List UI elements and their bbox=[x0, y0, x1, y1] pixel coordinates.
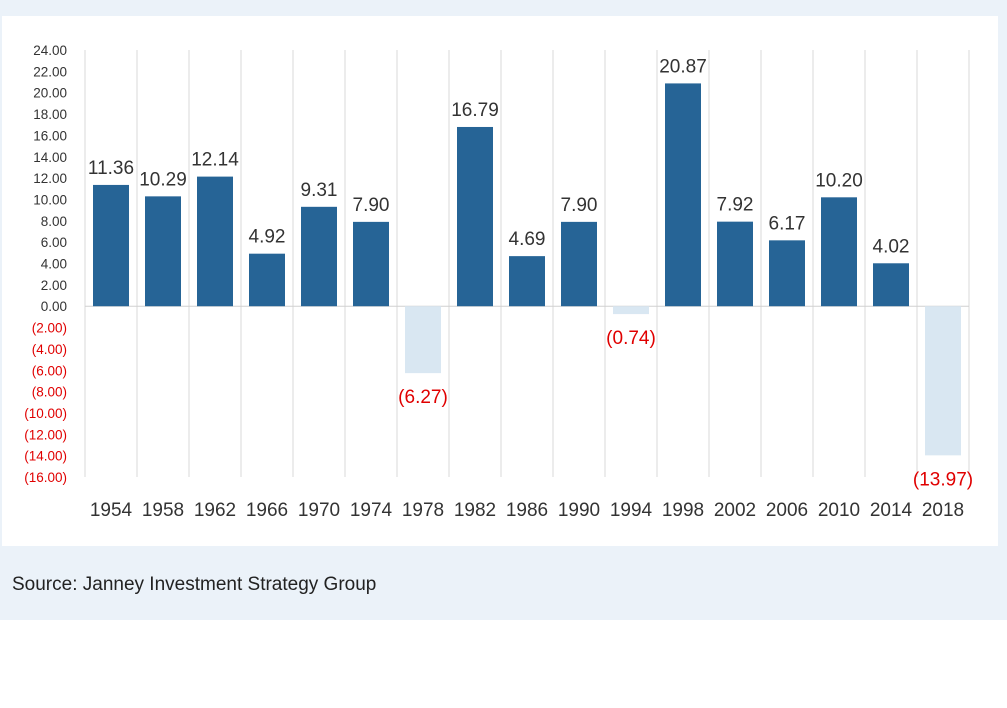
y-tick-label: 10.00 bbox=[33, 192, 67, 207]
x-tick-label: 2006 bbox=[766, 500, 808, 521]
y-tick-label: 24.00 bbox=[33, 43, 67, 58]
x-tick-label: 2014 bbox=[870, 500, 913, 521]
bar-chart: 24.00 22.00 20.00 18.00 16.00 14.00 12.00 10.00… bbox=[24, 43, 973, 521]
data-label: 10.29 bbox=[139, 169, 187, 190]
y-tick-label: 8.00 bbox=[41, 214, 67, 229]
y-tick-label: (10.00) bbox=[24, 406, 67, 421]
source-note: Source: Janney Investment Strategy Group bbox=[12, 574, 377, 595]
bar-1962 bbox=[197, 176, 233, 307]
x-tick-label: 1958 bbox=[142, 500, 184, 521]
bars bbox=[93, 83, 961, 456]
data-label: 4.92 bbox=[249, 227, 286, 248]
y-tick-label: 4.00 bbox=[41, 257, 67, 272]
data-label: 12.14 bbox=[191, 150, 239, 171]
bar-1954 bbox=[93, 184, 129, 307]
y-tick-label: 20.00 bbox=[33, 86, 67, 101]
x-tick-label: 1970 bbox=[298, 500, 340, 521]
data-label: 6.17 bbox=[769, 213, 806, 234]
bar-1998 bbox=[665, 83, 701, 307]
bar-1958 bbox=[145, 196, 181, 307]
bar-1978 bbox=[405, 306, 441, 374]
data-label: 16.79 bbox=[451, 100, 499, 121]
bar-1994 bbox=[613, 306, 649, 315]
y-tick-label: 14.00 bbox=[33, 150, 67, 165]
y-tick-label: 0.00 bbox=[41, 299, 67, 314]
data-label: 4.69 bbox=[509, 229, 546, 250]
data-label: 7.90 bbox=[561, 195, 598, 216]
y-tick-label: 12.00 bbox=[33, 171, 67, 186]
bar-1966 bbox=[249, 253, 285, 307]
x-tick-label: 1978 bbox=[402, 500, 444, 521]
x-tick-label: 2018 bbox=[922, 500, 964, 521]
x-tick-label: 2010 bbox=[818, 500, 860, 521]
data-label: 20.87 bbox=[659, 56, 707, 77]
y-tick-label: (8.00) bbox=[32, 385, 67, 400]
x-tick-label: 2002 bbox=[714, 500, 756, 521]
data-label: (6.27) bbox=[398, 387, 448, 408]
x-tick-label: 1990 bbox=[558, 500, 600, 521]
data-label: (13.97) bbox=[913, 469, 973, 490]
bar-2010 bbox=[821, 197, 857, 307]
bar-2006 bbox=[769, 240, 805, 307]
y-tick-label: 18.00 bbox=[33, 107, 67, 122]
y-tick-label: 2.00 bbox=[41, 278, 67, 293]
y-tick-label: (2.00) bbox=[32, 321, 67, 336]
bar-1974 bbox=[353, 221, 389, 307]
y-tick-label: (16.00) bbox=[24, 470, 67, 485]
x-tick-label: 1986 bbox=[506, 500, 548, 521]
y-tick-label: 6.00 bbox=[41, 235, 67, 250]
x-tick-label: 1954 bbox=[90, 500, 133, 521]
y-tick-label: 22.00 bbox=[33, 64, 67, 79]
bar-1986 bbox=[509, 256, 545, 307]
data-label: 9.31 bbox=[301, 180, 338, 201]
data-label: 10.20 bbox=[815, 170, 863, 191]
bar-1970 bbox=[301, 206, 337, 307]
x-tick-label: 1962 bbox=[194, 500, 236, 521]
y-tick-label: (4.00) bbox=[32, 342, 67, 357]
data-label: 7.90 bbox=[353, 195, 390, 216]
x-axis: 1954 1958 1962 1966 1970 1974 1978 1982 1986 1990… bbox=[90, 500, 964, 521]
data-label: (0.74) bbox=[606, 328, 656, 349]
bar-1982 bbox=[457, 126, 493, 307]
y-tick-label: (14.00) bbox=[24, 449, 67, 464]
y-tick-label: 16.00 bbox=[33, 128, 67, 143]
x-tick-label: 1998 bbox=[662, 500, 704, 521]
bar-1990 bbox=[561, 221, 597, 307]
y-axis: 24.00 22.00 20.00 18.00 16.00 14.00 12.00 10.00… bbox=[24, 43, 67, 485]
bar-2002 bbox=[717, 221, 753, 307]
y-tick-label: (12.00) bbox=[24, 427, 67, 442]
x-tick-label: 1966 bbox=[246, 500, 288, 521]
x-tick-label: 1974 bbox=[350, 500, 393, 521]
data-label: 7.92 bbox=[717, 195, 754, 216]
data-label: 11.36 bbox=[88, 158, 134, 179]
data-label: 4.02 bbox=[873, 236, 910, 257]
y-tick-label: (6.00) bbox=[32, 363, 67, 378]
bar-2018 bbox=[925, 306, 961, 456]
bar-2014 bbox=[873, 263, 909, 307]
x-tick-label: 1982 bbox=[454, 500, 496, 521]
x-tick-label: 1994 bbox=[610, 500, 653, 521]
